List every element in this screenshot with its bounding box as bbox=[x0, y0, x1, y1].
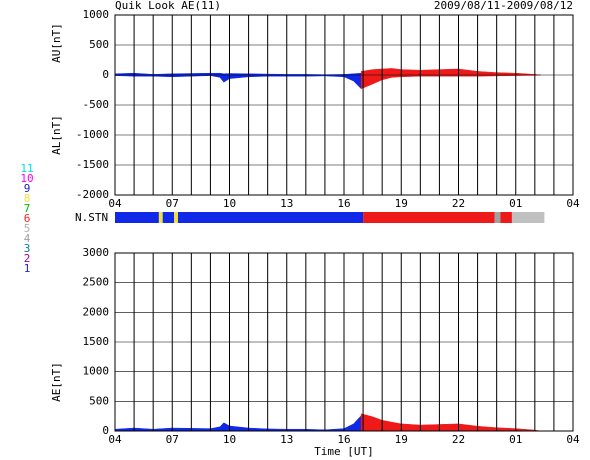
y-tick-label: -500 bbox=[83, 98, 110, 111]
station-segment bbox=[511, 212, 545, 223]
x-tick-label: 04 bbox=[566, 197, 580, 210]
area bbox=[114, 414, 362, 432]
station-segment bbox=[494, 212, 501, 223]
legend-entry: 5 bbox=[24, 222, 31, 235]
y-tick-label: 1000 bbox=[83, 8, 110, 21]
x-tick-label: 22 bbox=[452, 433, 465, 446]
plot-frame bbox=[114, 14, 574, 196]
y-tick-label: 1500 bbox=[83, 335, 110, 348]
x-tick-label: 22 bbox=[452, 197, 465, 210]
chart-title: Quik Look AE(11) bbox=[115, 0, 221, 12]
x-tick-label: 07 bbox=[166, 433, 179, 446]
y-tick-label: -1500 bbox=[76, 158, 109, 171]
legend-entry: 10 bbox=[20, 172, 33, 185]
x-tick-label: 01 bbox=[509, 433, 522, 446]
x-tick-label: 19 bbox=[395, 197, 408, 210]
legend-entry: 6 bbox=[24, 212, 31, 225]
x-tick-label: 10 bbox=[223, 433, 236, 446]
x-tick-label: 10 bbox=[223, 197, 236, 210]
station-segment bbox=[500, 212, 512, 223]
area bbox=[360, 413, 541, 432]
legend-entry: 7 bbox=[24, 202, 31, 215]
y-tick-label: 500 bbox=[89, 394, 109, 407]
x-tick-label: 04 bbox=[108, 433, 122, 446]
y-tick-label: -2000 bbox=[76, 188, 109, 201]
y-tick-label: -1000 bbox=[76, 128, 109, 141]
legend-entry: 3 bbox=[24, 242, 31, 255]
y-axis-label: AE[nT] bbox=[50, 362, 63, 402]
legend-entry: 8 bbox=[24, 192, 31, 205]
legend-entry: 11 bbox=[20, 162, 33, 175]
station-segment bbox=[174, 212, 178, 223]
y-tick-label: 500 bbox=[89, 38, 109, 51]
y-tick-label: 2500 bbox=[83, 276, 110, 289]
area bbox=[114, 74, 362, 90]
y-tick-label: 3000 bbox=[83, 246, 110, 259]
station-segment bbox=[162, 212, 175, 223]
x-tick-label: 19 bbox=[395, 433, 408, 446]
y-tick-label: 0 bbox=[102, 68, 109, 81]
x-tick-label: 16 bbox=[337, 197, 350, 210]
y-tick-label: 2000 bbox=[83, 305, 110, 318]
x-tick-label: 16 bbox=[337, 433, 350, 446]
plot-frame bbox=[114, 252, 574, 432]
y-tick-label: 1000 bbox=[83, 365, 110, 378]
area bbox=[360, 68, 541, 76]
station-segment bbox=[363, 212, 495, 223]
station-label: N.STN bbox=[75, 211, 108, 224]
x-tick-label: 01 bbox=[509, 197, 522, 210]
x-axis-label: Time [UT] bbox=[314, 445, 374, 458]
station-segment bbox=[177, 212, 364, 223]
x-tick-label: 04 bbox=[108, 197, 122, 210]
y-axis-label: AL[nT] bbox=[50, 115, 63, 155]
x-tick-label: 07 bbox=[166, 197, 179, 210]
legend-entry: 1 bbox=[24, 262, 31, 275]
station-segment bbox=[158, 212, 163, 223]
date-range: 2009/08/11-2009/08/12 bbox=[434, 0, 573, 12]
legend-entry: 2 bbox=[24, 252, 31, 265]
station-segment bbox=[115, 212, 159, 223]
y-tick-label: 0 bbox=[102, 424, 109, 437]
x-tick-label: 04 bbox=[566, 433, 580, 446]
x-tick-label: 13 bbox=[280, 197, 293, 210]
legend-entry: 9 bbox=[24, 182, 31, 195]
area bbox=[114, 72, 362, 76]
area bbox=[360, 74, 541, 90]
x-tick-label: 13 bbox=[280, 433, 293, 446]
legend-entry: 4 bbox=[24, 232, 31, 245]
y-axis-label: AU[nT] bbox=[50, 23, 63, 63]
